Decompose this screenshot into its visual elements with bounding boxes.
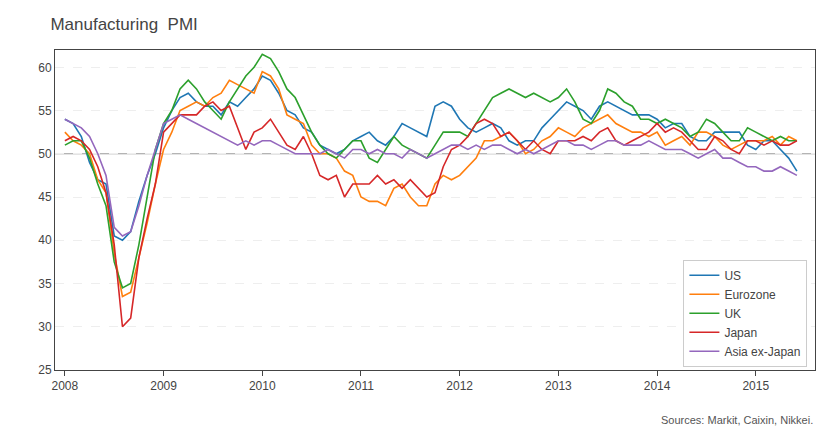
svg-text:2009: 2009 — [150, 379, 177, 393]
svg-text:2014: 2014 — [644, 379, 671, 393]
svg-text:US: US — [724, 269, 741, 283]
svg-text:UK: UK — [724, 307, 741, 321]
svg-text:Manufacturing PMI: Manufacturing PMI — [50, 15, 197, 34]
svg-text:2011: 2011 — [348, 379, 374, 393]
svg-text:2012: 2012 — [446, 379, 473, 393]
svg-text:25: 25 — [38, 363, 52, 377]
svg-text:2013: 2013 — [545, 379, 572, 393]
svg-text:Asia ex-Japan: Asia ex-Japan — [724, 345, 800, 359]
svg-text:60: 60 — [38, 61, 52, 75]
svg-text:35: 35 — [38, 277, 52, 291]
svg-text:30: 30 — [38, 320, 52, 334]
svg-text:Japan: Japan — [724, 326, 757, 340]
svg-text:50: 50 — [38, 147, 52, 161]
svg-text:Eurozone: Eurozone — [724, 288, 776, 302]
svg-text:Sources: Markit, Caixin, Nikke: Sources: Markit, Caixin, Nikkei. — [661, 414, 813, 426]
svg-text:2008: 2008 — [52, 379, 79, 393]
svg-text:40: 40 — [38, 233, 52, 247]
svg-text:2015: 2015 — [742, 379, 769, 393]
svg-text:45: 45 — [38, 190, 52, 204]
svg-text:55: 55 — [38, 104, 52, 118]
svg-text:2010: 2010 — [249, 379, 276, 393]
